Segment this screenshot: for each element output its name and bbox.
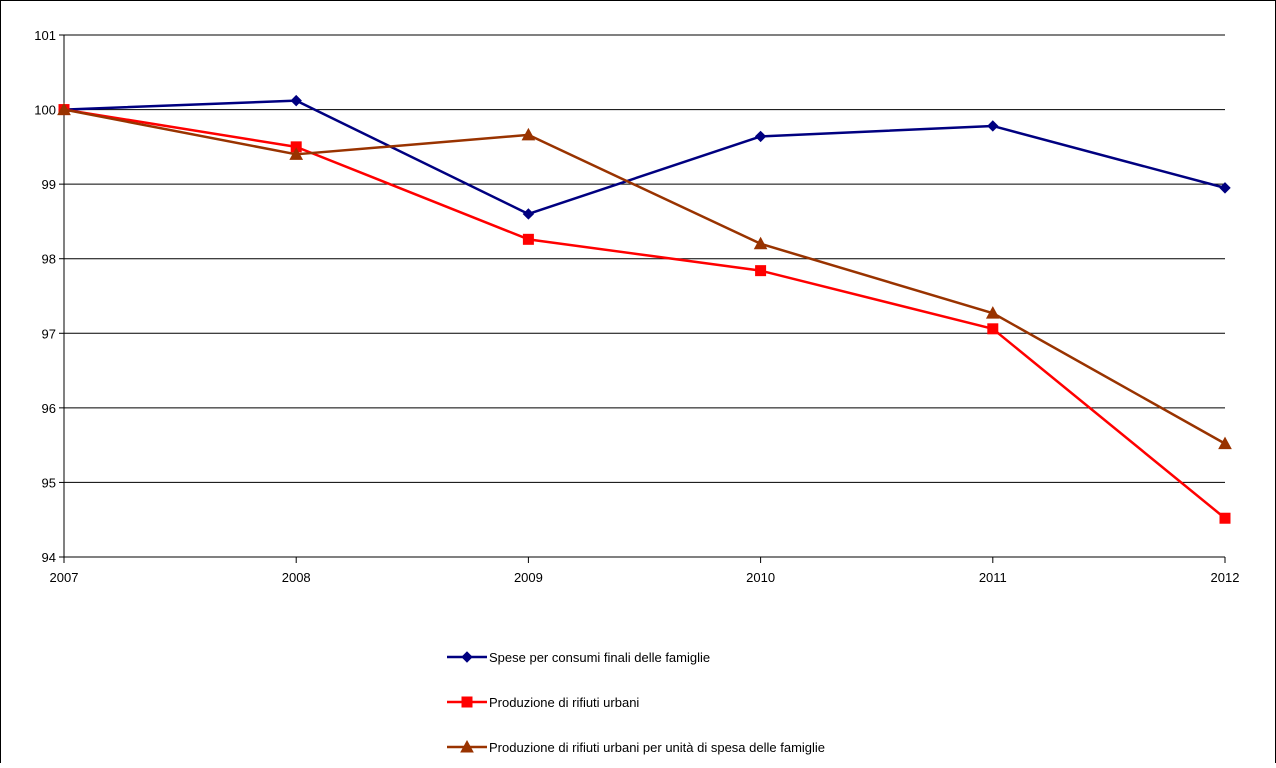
data-point-triangle: [1218, 436, 1232, 450]
y-tick-label: 96: [42, 401, 56, 416]
data-point-diamond: [522, 208, 535, 220]
data-point-square: [522, 233, 534, 245]
series-line-1: [63, 99, 1226, 216]
y-tick-label: 97: [42, 326, 56, 341]
legend-item-2: Produzione di rifiuti urbani: [447, 695, 639, 710]
data-point-triangle: [985, 306, 1000, 319]
grid-lines: [64, 34, 1225, 483]
data-point-triangle: [57, 102, 71, 116]
y-tick-label: 95: [42, 475, 56, 490]
data-point-square: [1219, 512, 1231, 524]
legend-marker-square: [461, 696, 473, 708]
series-3: [57, 102, 1232, 450]
series-line-2: [63, 108, 1226, 520]
data-point-diamond: [754, 130, 767, 143]
data-point-square: [755, 265, 767, 277]
x-tick-label: 2012: [1211, 570, 1240, 585]
legend-label: Produzione di rifiuti urbani: [489, 695, 639, 710]
y-tick-label: 94: [42, 550, 56, 565]
x-tick-labels: 2007 2008 2009 2010 2011 2012: [50, 570, 1240, 585]
series-lines: [57, 94, 1232, 524]
x-tick-label: 2011: [979, 570, 1007, 585]
data-point-diamond: [1219, 182, 1231, 194]
axes: [59, 34, 1226, 563]
y-tick-label: 99: [42, 177, 56, 192]
y-tick-label: 101: [34, 28, 56, 43]
legend-label: Spese per consumi finali delle famiglie: [489, 650, 710, 665]
x-tick-label: 2008: [282, 570, 311, 585]
legend-label: Produzione di rifiuti urbani per unità d…: [489, 740, 825, 755]
legend-item-3: Produzione di rifiuti urbani per unità d…: [447, 739, 825, 755]
legend: Spese per consumi finali delle famiglie P…: [447, 650, 825, 755]
data-point-diamond: [290, 94, 302, 107]
data-point-square: [987, 323, 999, 335]
legend-marker-triangle: [460, 739, 474, 753]
data-point-triangle: [521, 127, 536, 141]
x-tick-label: 2010: [746, 570, 775, 585]
legend-marker-diamond: [461, 651, 473, 663]
y-tick-label: 98: [42, 252, 56, 267]
y-tick-label: 100: [34, 103, 56, 118]
y-tick-labels: 94 95 96 97 98 99 100 101: [34, 28, 56, 565]
data-point-triangle: [753, 236, 768, 250]
x-tick-label: 2007: [50, 570, 79, 585]
data-point-triangle: [289, 147, 304, 160]
series-line-3: [63, 108, 1226, 445]
x-tick-label: 2009: [514, 570, 543, 585]
data-point-diamond: [987, 120, 999, 132]
legend-item-1: Spese per consumi finali delle famiglie: [447, 650, 710, 665]
